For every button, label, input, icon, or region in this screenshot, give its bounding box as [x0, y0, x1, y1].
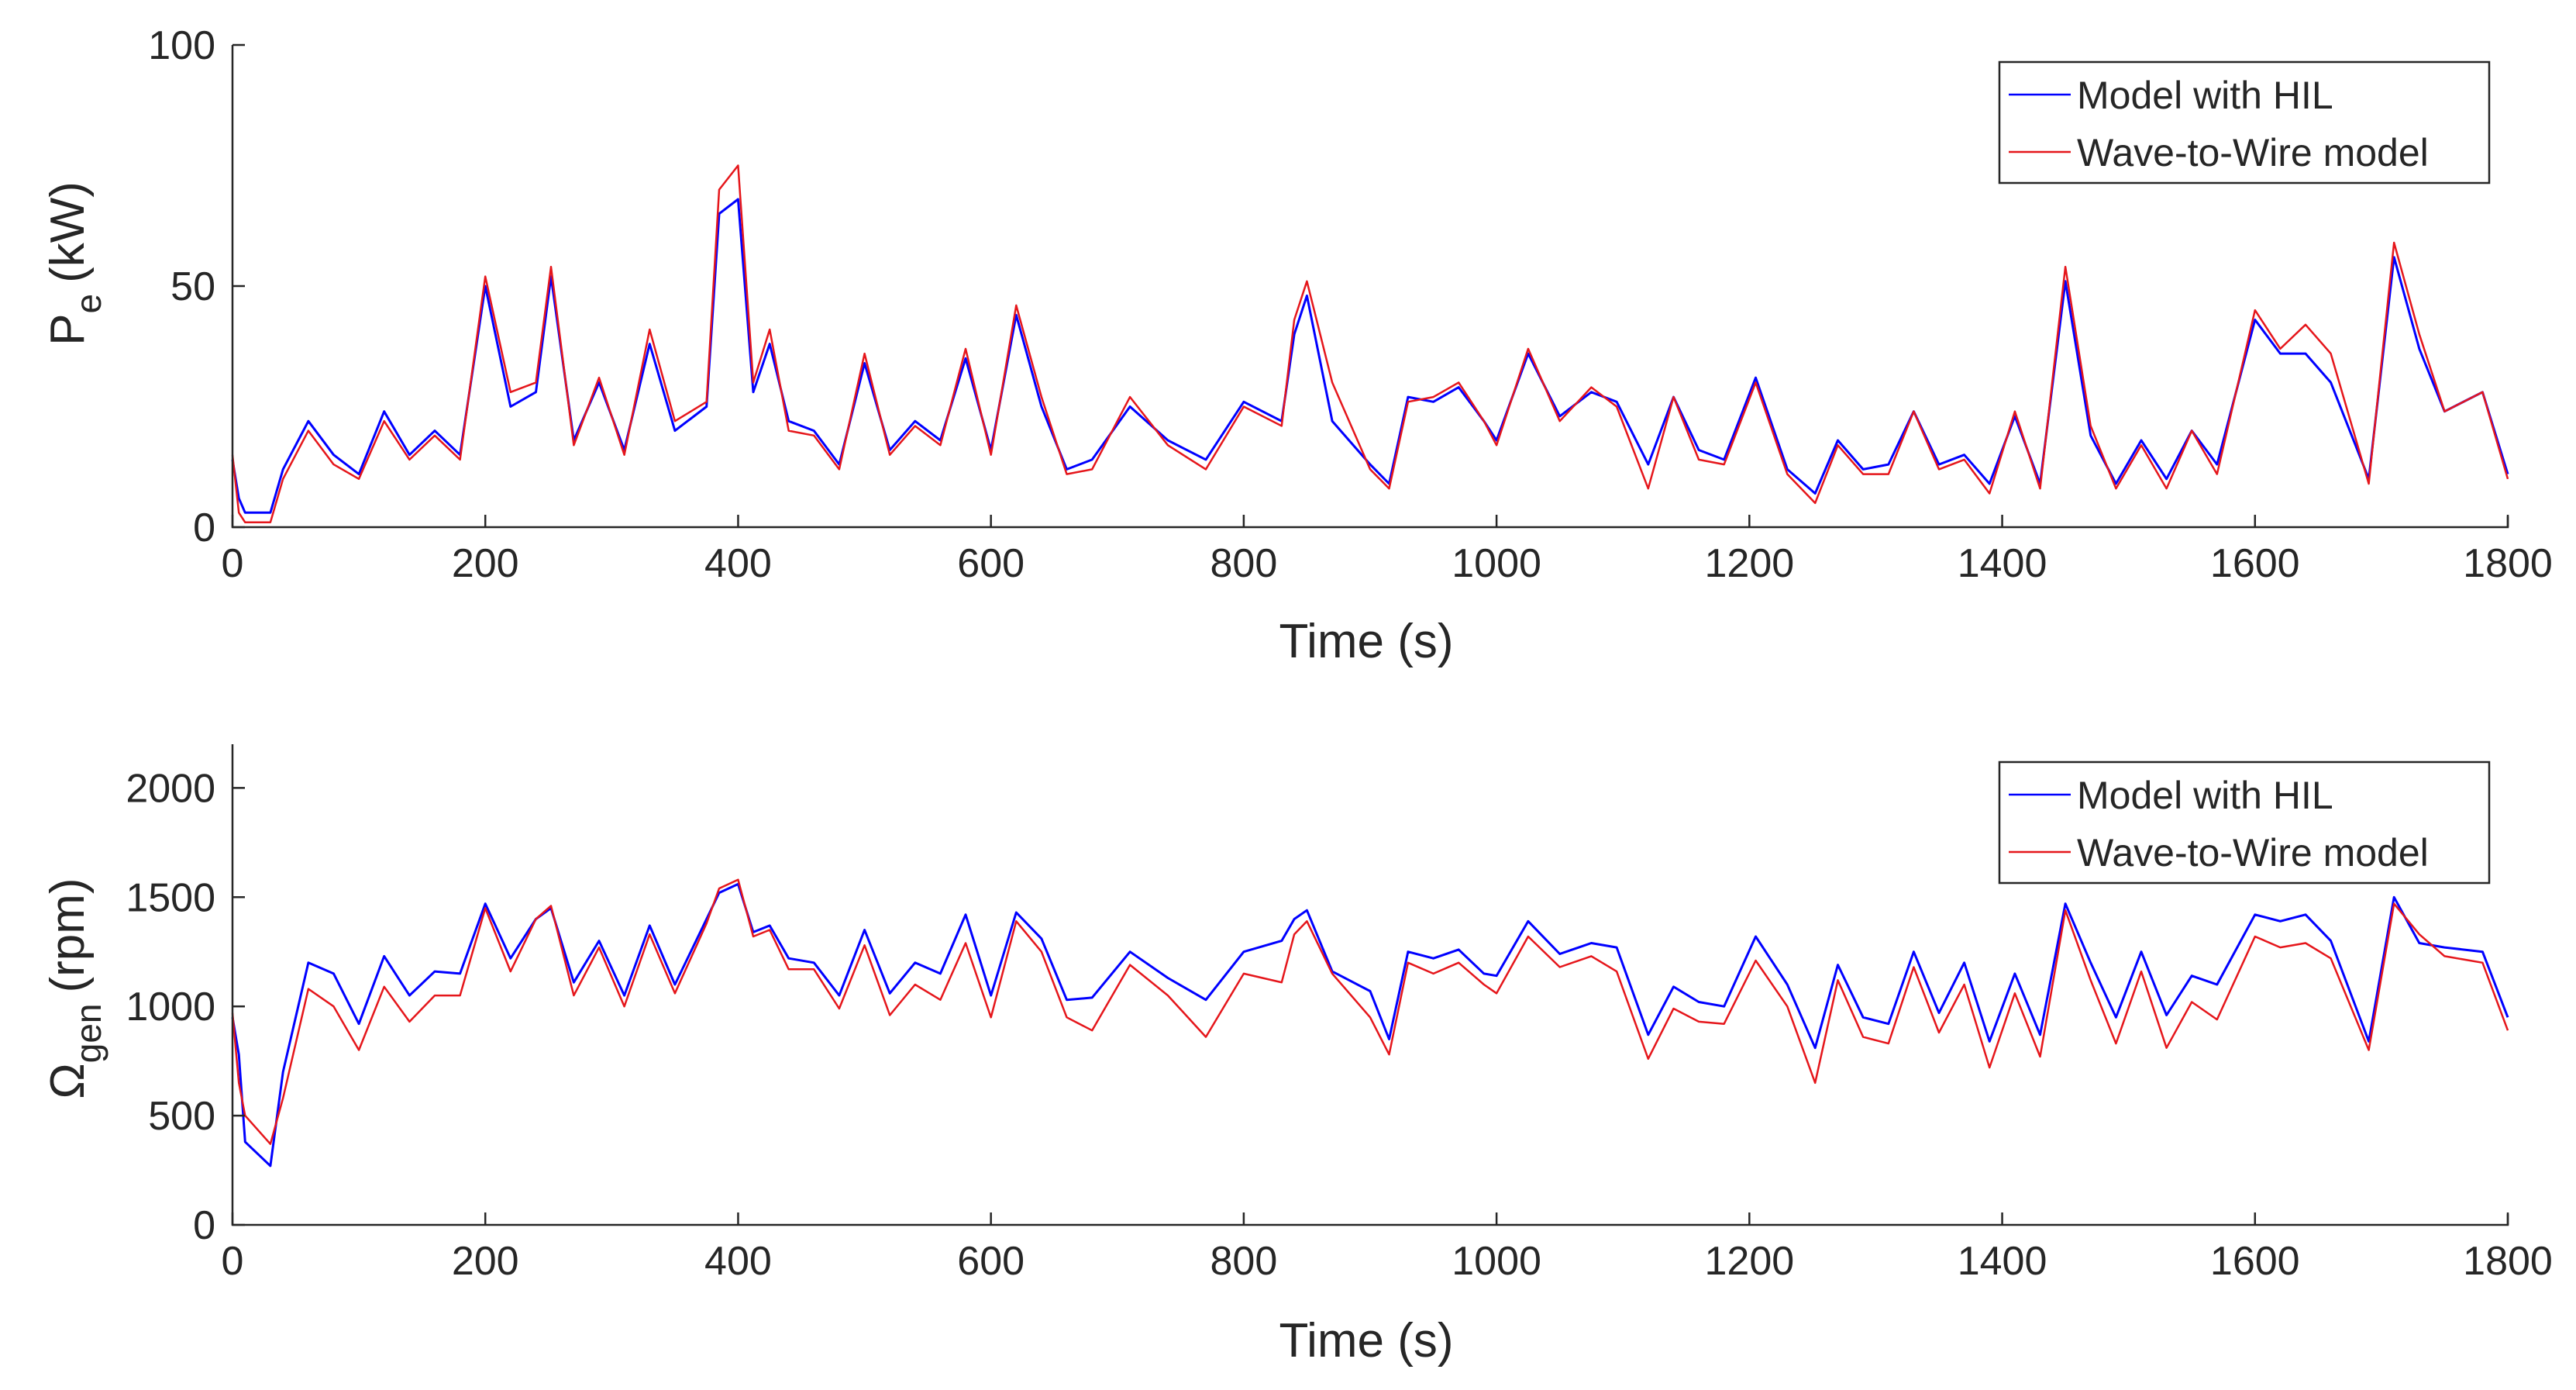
speed-y-tick-label: 1000 [126, 985, 215, 1030]
speed-y-label-subscript: gen [68, 1003, 108, 1063]
speed-y-tick-label: 500 [148, 1094, 215, 1139]
speed-y-label-unit: (rpm) [41, 878, 95, 992]
speed-panel: 0 200 400 600 800 1000 1200 1400 1600 1800 0 500 10… [41, 744, 2553, 1368]
speed-y-tick-label: 2000 [126, 766, 215, 811]
speed-x-tick-label: 800 [1211, 1239, 1278, 1284]
power-y-ticks: 0 50 100 [148, 23, 245, 550]
speed-y-ticks: 0 500 1000 1500 2000 [126, 766, 245, 1248]
speed-x-tick-label: 1200 [1704, 1239, 1794, 1284]
speed-y-tick-label: 1500 [126, 875, 215, 920]
power-x-tick-label: 200 [452, 541, 519, 586]
power-x-tick-label: 1600 [2210, 541, 2300, 586]
power-legend: Model with HIL Wave-to-Wire model [1998, 60, 2491, 185]
power-x-tick-label: 1200 [1704, 541, 1794, 586]
speed-x-tick-label: 0 [222, 1239, 244, 1284]
speed-x-tick-label: 1400 [1958, 1239, 2047, 1284]
speed-legend-box [1998, 761, 2491, 885]
speed-x-tick-label: 1600 [2210, 1239, 2300, 1284]
power-series-lines [231, 164, 2509, 524]
power-legend-box [1998, 60, 2491, 185]
speed-legend-label-hil: Model with HIL [2077, 774, 2333, 817]
power-x-tick-label: 1800 [2463, 541, 2553, 586]
speed-legend: Model with HIL Wave-to-Wire model [1998, 761, 2491, 885]
power-x-tick-label: 600 [957, 541, 1025, 586]
power-y-tick-label: 50 [170, 264, 215, 309]
power-x-tick-label: 800 [1211, 541, 1278, 586]
speed-x-tick-label: 1800 [2463, 1239, 2553, 1284]
power-y-axis-label: Pe (kW) [41, 181, 108, 346]
speed-x-ticks: 0 200 400 600 800 1000 1200 1400 1600 1800 [222, 1212, 2553, 1284]
speed-series-line-w2w [231, 878, 2509, 1145]
speed-y-tick-label: 0 [193, 1203, 215, 1248]
power-legend-label-w2w: Wave-to-Wire model [2077, 131, 2429, 174]
power-legend-label-hil: Model with HIL [2077, 74, 2333, 117]
power-y-label-subscript: e [68, 294, 108, 314]
power-panel: 0 200 400 600 800 1000 1200 1400 1600 1800 0 50 100… [41, 23, 2553, 668]
speed-x-tick-label: 600 [957, 1239, 1025, 1284]
power-x-tick-label: 1000 [1452, 541, 1541, 586]
speed-legend-label-w2w: Wave-to-Wire model [2077, 831, 2429, 874]
speed-series-lines [231, 878, 2509, 1168]
speed-y-axis-label: Ωgen (rpm) [41, 878, 108, 1099]
speed-x-tick-label: 200 [452, 1239, 519, 1284]
power-series-line-hil [231, 198, 2509, 514]
power-x-ticks: 0 200 400 600 800 1000 1200 1400 1600 1800 [222, 515, 2553, 586]
power-y-label-unit: (kW) [41, 181, 95, 283]
power-y-tick-label: 0 [193, 505, 215, 550]
speed-x-axis-label: Time (s) [1279, 1314, 1454, 1368]
power-x-axis-label: Time (s) [1279, 615, 1454, 668]
power-x-tick-label: 0 [222, 541, 244, 586]
power-y-label-symbol: P [41, 314, 95, 346]
power-x-tick-label: 400 [704, 541, 772, 586]
power-x-tick-label: 1400 [1958, 541, 2047, 586]
power-y-tick-label: 100 [148, 23, 215, 68]
speed-x-tick-label: 1000 [1452, 1239, 1541, 1284]
speed-x-tick-label: 400 [704, 1239, 772, 1284]
speed-y-label-symbol: Ω [41, 1063, 95, 1099]
power-series-line-w2w [231, 164, 2509, 524]
